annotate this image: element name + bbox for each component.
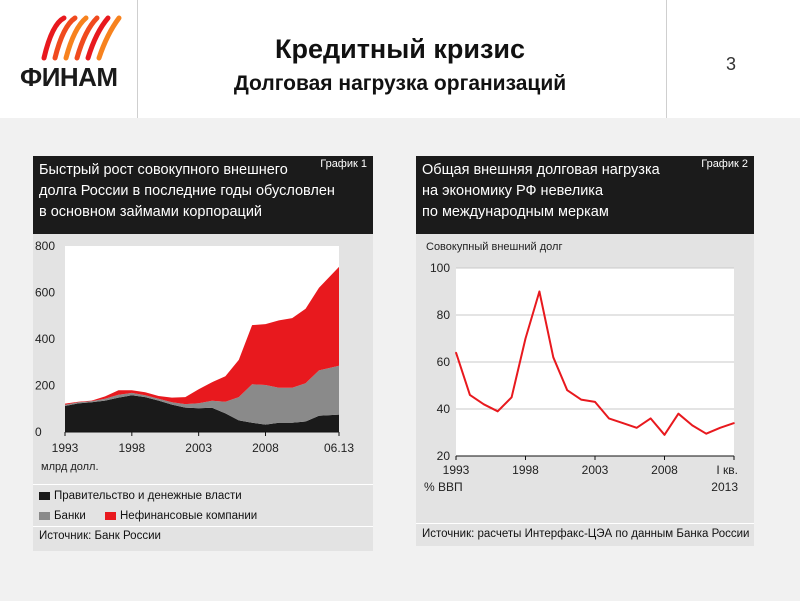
logo-stroke — [41, 15, 67, 61]
data-point — [469, 394, 471, 396]
heading-line: Общая внешняя долговая нагрузка — [422, 162, 660, 178]
chart-panel-1: Быстрый рост совокупного внешнего долга … — [33, 156, 373, 551]
legend-swatch — [39, 492, 50, 500]
logo-stroke — [74, 15, 100, 61]
heading-line: на экономику РФ невелика — [422, 183, 604, 199]
data-point — [691, 424, 694, 427]
data-point — [552, 356, 555, 359]
divider — [33, 526, 373, 527]
area-series-3 — [65, 266, 339, 405]
x-tick-label: 06.13 — [324, 441, 354, 455]
y-tick-label: 200 — [35, 379, 55, 393]
legend-item: Правительство и денежные власти — [39, 490, 242, 502]
data-point — [608, 417, 610, 420]
y-tick-label: 80 — [437, 308, 451, 322]
area-series-1 — [65, 395, 339, 432]
x-tick-label: 2008 — [651, 463, 678, 477]
data-point — [483, 403, 485, 406]
chart-2-plot-area: Совокупный внешний долг 20 40 60 80 100 1993 19… — [416, 234, 754, 522]
heading-line: Быстрый рост совокупного внешнего — [39, 162, 288, 178]
chart-panel-2: Общая внешняя долговая нагрузка на эконо… — [416, 156, 754, 546]
data-point — [677, 412, 680, 415]
logo-stroke — [63, 15, 89, 61]
chart-1-plot-area: 0 200 400 600 800 1993 1998 2003 2008 06.13 млрд д… — [33, 234, 373, 484]
page-subtitle: Долговая нагрузка организаций — [233, 72, 567, 95]
data-point — [719, 427, 721, 429]
heading-line: по международным меркам — [422, 204, 609, 220]
legend-swatch — [39, 512, 50, 520]
divider — [137, 0, 138, 118]
data-point — [538, 290, 541, 293]
chart-1-unit-label: млрд долл. — [41, 461, 99, 473]
divider — [416, 523, 754, 524]
data-point — [594, 401, 596, 403]
legend-label: Нефинансовые компании — [120, 510, 258, 522]
chart-2-heading: Общая внешняя долговая нагрузка на эконо… — [416, 156, 754, 234]
legend-label: Правительство и денежные власти — [54, 490, 242, 502]
y-tick-label: 60 — [437, 355, 451, 369]
chart-2-tag: График 2 — [701, 158, 748, 170]
x-tick-label: 1998 — [118, 441, 145, 455]
data-point — [649, 417, 652, 420]
y-tick-label: 600 — [35, 286, 55, 300]
logo-stroke — [85, 15, 111, 61]
data-point — [510, 396, 513, 399]
chart-1-tag: График 1 — [320, 158, 367, 170]
chart-1-svg: 0 200 400 600 800 1993 1998 2003 2008 06.13 млрд д… — [35, 239, 354, 473]
y-tick-label: 800 — [35, 239, 55, 253]
chart-2-unit-label: % ВВП — [424, 480, 463, 494]
chart-2-svg: Совокупный внешний долг 20 40 60 80 100 1993 19… — [424, 241, 738, 494]
page-number: 3 — [726, 54, 737, 74]
data-point — [635, 427, 638, 429]
logo-stroke — [96, 15, 122, 61]
chart-1-heading: Быстрый рост совокупного внешнего долга … — [33, 156, 373, 234]
x-tick-label: 2003 — [185, 441, 212, 455]
data-point — [566, 389, 568, 391]
x-tick-label-line2: 2013 — [711, 480, 738, 494]
slide-content: Быстрый рост совокупного внешнего долга … — [0, 118, 800, 601]
data-point — [580, 398, 582, 401]
x-tick-label: 2008 — [252, 441, 279, 455]
chart-2-series-label: Совокупный внешний долг — [426, 241, 562, 253]
x-tick-label: 2003 — [582, 463, 609, 477]
data-point — [496, 410, 499, 413]
y-tick-label: 100 — [430, 261, 450, 275]
x-tick-label: 1998 — [512, 463, 539, 477]
data-point — [733, 422, 735, 424]
y-tick-label: 20 — [437, 449, 451, 463]
legend-label: Банки — [54, 510, 86, 522]
logo-stroke — [52, 15, 78, 61]
data-point — [524, 337, 527, 340]
slide-header: ФИНАМ Кредитный кризис Долговая нагрузка… — [0, 0, 800, 118]
legend-item: Нефинансовые компании — [105, 510, 257, 522]
heading-line: долга России в последние годы обусловлен — [39, 183, 335, 199]
x-tick-label: 1993 — [52, 441, 79, 455]
chart-1-source: Источник: Банк России — [39, 530, 161, 542]
legend-item: Банки — [39, 510, 86, 522]
divider — [33, 484, 373, 485]
page-title: Кредитный кризис — [274, 34, 526, 64]
chart-2-source: Источник: расчеты Интерфакс-ЦЭА по данны… — [422, 528, 750, 540]
x-tick-label: 1993 — [443, 463, 470, 477]
data-point — [455, 351, 457, 354]
area-series-2 — [65, 365, 339, 425]
logo-text: ФИНАМ — [20, 62, 118, 92]
divider — [666, 0, 667, 118]
y-tick-label: 40 — [437, 402, 451, 416]
heading-line: в основном займами корпораций — [39, 204, 263, 220]
y-tick-label: 400 — [35, 332, 55, 346]
legend-swatch — [105, 512, 116, 520]
data-point — [663, 434, 666, 436]
data-point — [622, 422, 624, 424]
y-tick-label: 0 — [35, 425, 42, 439]
data-point — [705, 432, 707, 435]
chart-1-legend: Правительство и денежные власти Банки Не… — [33, 486, 373, 526]
x-tick-label: I кв. — [716, 463, 738, 477]
finam-logo-icon — [41, 15, 122, 61]
